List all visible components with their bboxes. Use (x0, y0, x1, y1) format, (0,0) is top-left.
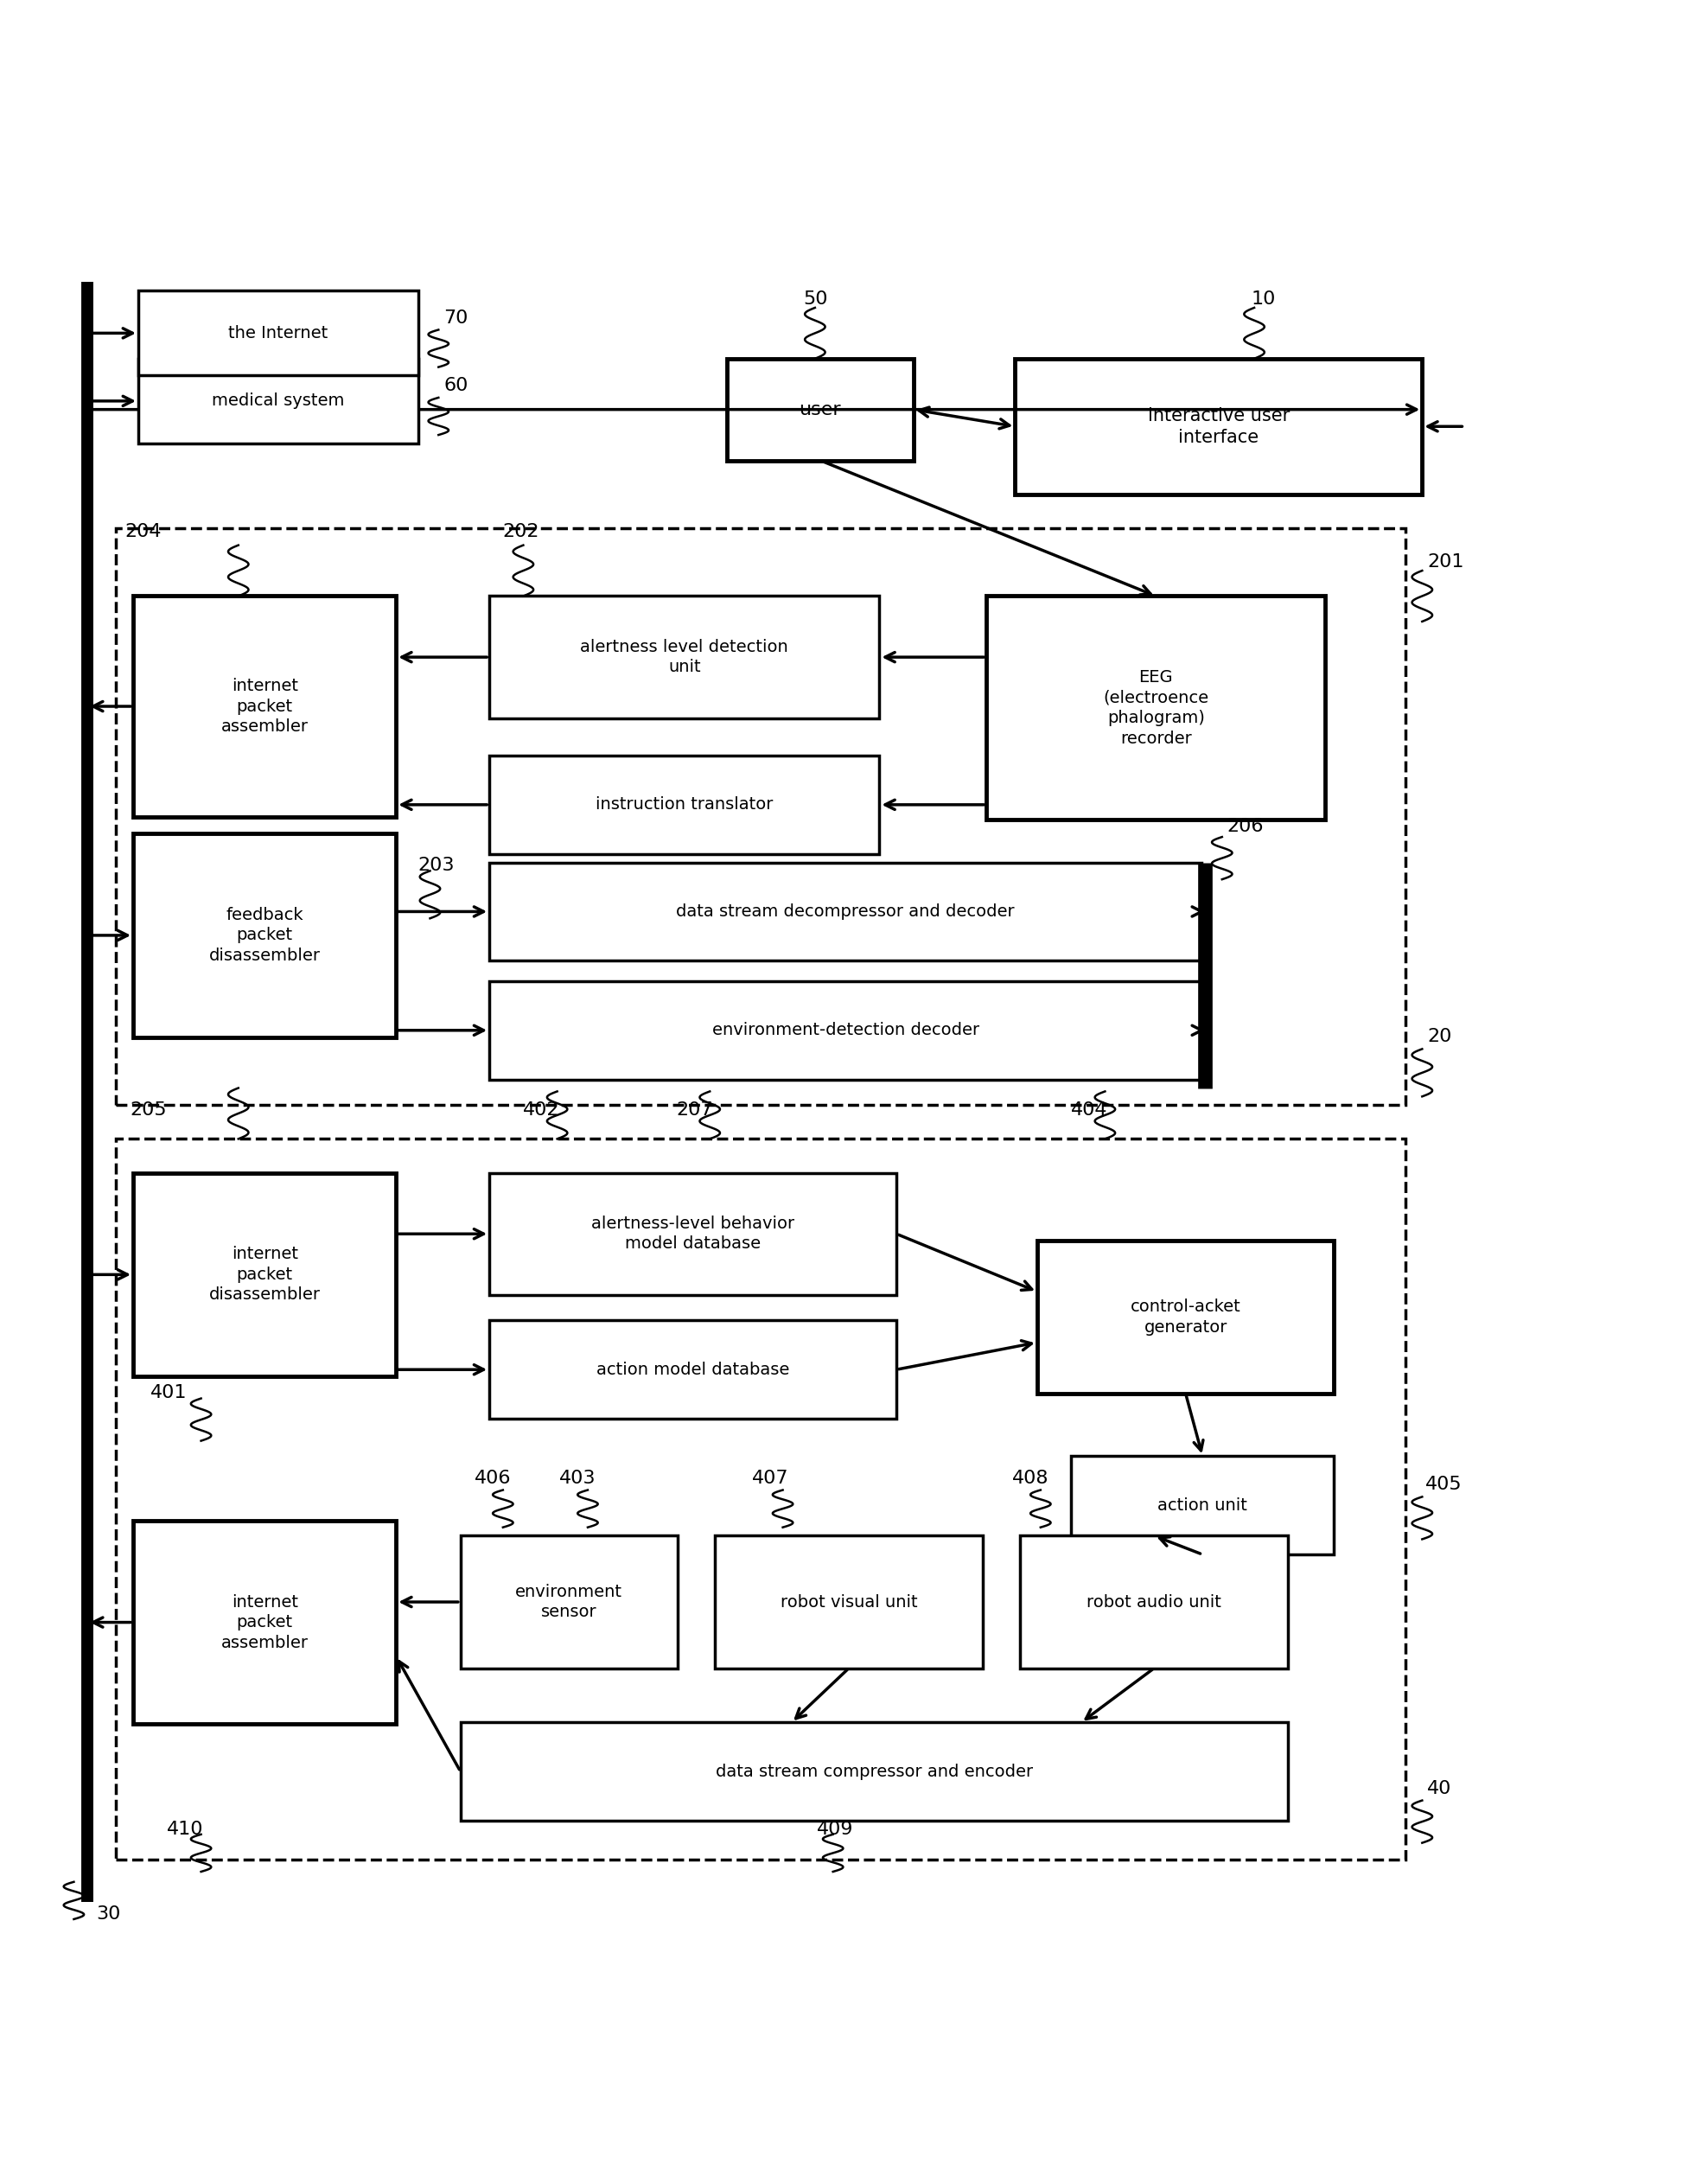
FancyBboxPatch shape (490, 1321, 897, 1419)
FancyBboxPatch shape (461, 1536, 678, 1669)
Text: 40: 40 (1428, 1780, 1452, 1797)
Text: 206: 206 (1226, 818, 1264, 836)
FancyBboxPatch shape (986, 596, 1325, 820)
Text: environment-detection decoder: environment-detection decoder (712, 1023, 979, 1038)
Text: 30: 30 (96, 1906, 121, 1924)
FancyBboxPatch shape (138, 292, 418, 376)
Text: 407: 407 (752, 1469, 789, 1486)
Text: robot audio unit: robot audio unit (1086, 1593, 1221, 1610)
FancyBboxPatch shape (133, 833, 396, 1038)
FancyBboxPatch shape (461, 1723, 1288, 1821)
Text: 403: 403 (559, 1469, 596, 1486)
Text: 401: 401 (150, 1384, 186, 1401)
FancyBboxPatch shape (1037, 1240, 1334, 1393)
FancyBboxPatch shape (728, 359, 914, 461)
Text: 204: 204 (125, 522, 162, 540)
Text: 405: 405 (1426, 1475, 1462, 1493)
Text: robot visual unit: robot visual unit (781, 1593, 917, 1610)
Text: data stream decompressor and decoder: data stream decompressor and decoder (676, 903, 1015, 920)
Text: feedback
packet
disassembler: feedback packet disassembler (208, 907, 321, 964)
Text: user: user (799, 400, 840, 418)
Text: alertness level detection
unit: alertness level detection unit (581, 640, 789, 675)
Text: 409: 409 (816, 1821, 854, 1839)
Text: 205: 205 (130, 1101, 167, 1118)
Text: action model database: action model database (596, 1362, 789, 1377)
FancyBboxPatch shape (490, 596, 880, 718)
Text: the Internet: the Internet (229, 324, 328, 342)
FancyBboxPatch shape (138, 359, 418, 444)
FancyBboxPatch shape (133, 596, 396, 816)
Text: 203: 203 (418, 857, 454, 875)
Text: EEG
(electroence
phalogram)
recorder: EEG (electroence phalogram) recorder (1103, 670, 1209, 746)
Text: data stream compressor and encoder: data stream compressor and encoder (716, 1763, 1033, 1780)
FancyBboxPatch shape (716, 1536, 982, 1669)
Text: 50: 50 (803, 289, 828, 307)
Text: 207: 207 (676, 1101, 712, 1118)
FancyBboxPatch shape (133, 1173, 396, 1377)
Text: 60: 60 (444, 376, 468, 394)
Text: alertness-level behavior
model database: alertness-level behavior model database (591, 1216, 794, 1251)
Text: medical system: medical system (212, 394, 345, 409)
FancyBboxPatch shape (1015, 359, 1423, 494)
Text: 410: 410 (167, 1821, 203, 1839)
Text: action unit: action unit (1158, 1497, 1247, 1514)
FancyBboxPatch shape (490, 755, 880, 853)
Text: 20: 20 (1428, 1029, 1452, 1047)
FancyBboxPatch shape (490, 862, 1202, 962)
Text: 406: 406 (475, 1469, 511, 1486)
Text: interactive user
interface: interactive user interface (1148, 407, 1290, 446)
FancyBboxPatch shape (1020, 1536, 1288, 1669)
FancyBboxPatch shape (490, 981, 1202, 1079)
Text: environment
sensor: environment sensor (516, 1584, 623, 1621)
Text: 201: 201 (1428, 553, 1464, 570)
FancyBboxPatch shape (490, 1173, 897, 1295)
Text: control-acket
generator: control-acket generator (1131, 1299, 1240, 1336)
Text: internet
packet
assembler: internet packet assembler (220, 677, 307, 735)
Text: instruction translator: instruction translator (596, 796, 774, 814)
Text: 408: 408 (1011, 1469, 1049, 1486)
Text: 10: 10 (1250, 289, 1276, 307)
Text: internet
packet
assembler: internet packet assembler (220, 1593, 307, 1652)
Text: 70: 70 (444, 309, 468, 326)
Text: 202: 202 (502, 522, 540, 540)
FancyBboxPatch shape (1071, 1456, 1334, 1554)
FancyBboxPatch shape (133, 1521, 396, 1723)
Text: internet
packet
disassembler: internet packet disassembler (208, 1247, 321, 1303)
Text: 402: 402 (523, 1101, 560, 1118)
Text: 404: 404 (1071, 1101, 1108, 1118)
